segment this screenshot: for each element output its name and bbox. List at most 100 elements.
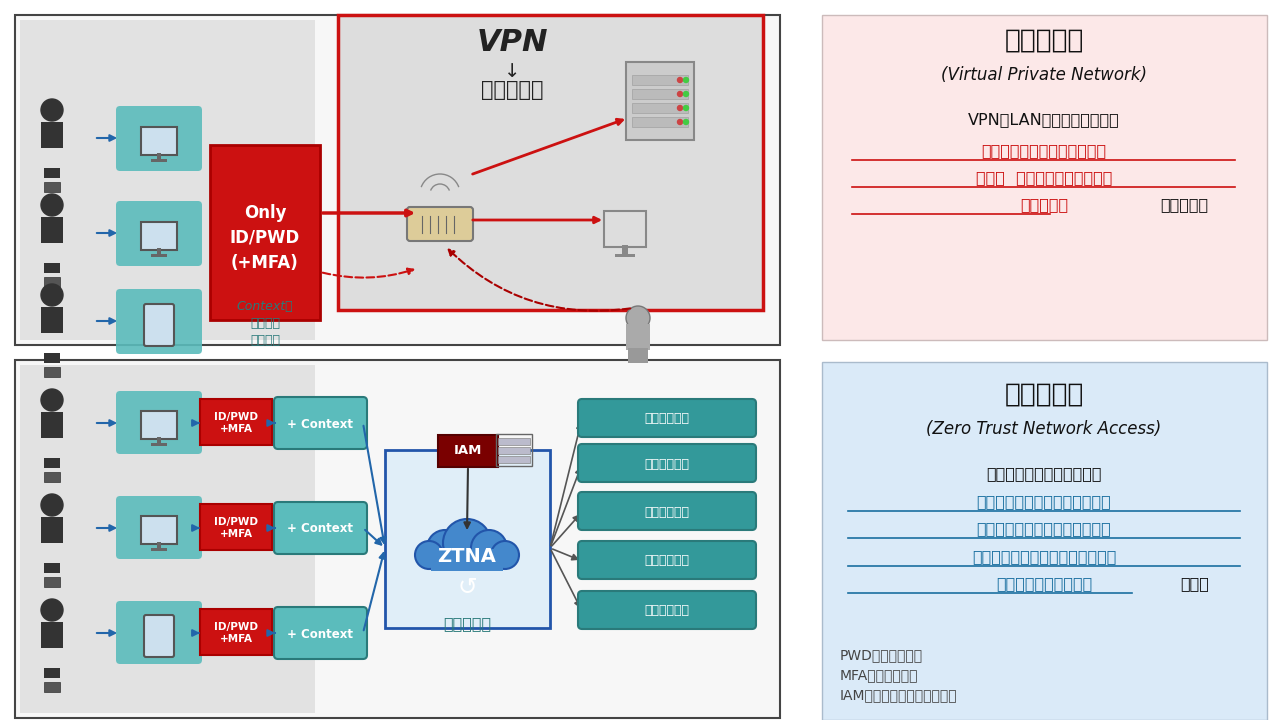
Text: + Context: + Context [287, 418, 353, 431]
FancyBboxPatch shape [116, 496, 202, 559]
FancyBboxPatch shape [579, 591, 756, 629]
Bar [338, 15, 763, 310]
Bar [632, 89, 689, 99]
FancyBboxPatch shape [438, 435, 498, 467]
Text: ZTNA: ZTNA [438, 546, 497, 565]
Text: の変化に対し遮断など: の変化に対し遮断など [996, 576, 1092, 591]
Text: ↺: ↺ [457, 575, 477, 599]
Bar [44, 353, 60, 363]
FancyBboxPatch shape [116, 289, 202, 354]
Bar [44, 668, 60, 678]
Circle shape [684, 78, 689, 83]
Text: VPN: VPN [476, 28, 548, 57]
Bar [628, 348, 648, 363]
Text: (Zero Trust Network Access): (Zero Trust Network Access) [927, 420, 1162, 438]
Bar [44, 458, 60, 468]
Bar [41, 622, 63, 648]
Bar [44, 682, 60, 692]
Circle shape [492, 541, 518, 569]
Bar [632, 103, 689, 113]
Bar [151, 443, 166, 446]
Bar [41, 122, 63, 148]
Bar [614, 254, 635, 257]
FancyBboxPatch shape [116, 201, 202, 266]
Text: が可能: が可能 [1180, 576, 1208, 591]
Circle shape [684, 106, 689, 110]
Bar [44, 472, 60, 482]
Circle shape [41, 389, 63, 411]
Bar [151, 548, 166, 551]
Circle shape [41, 284, 63, 306]
Text: + Context: + Context [287, 628, 353, 641]
Bar [44, 263, 60, 273]
Bar [44, 577, 60, 587]
FancyBboxPatch shape [143, 615, 174, 657]
Circle shape [471, 530, 507, 566]
Text: 権限を提供: 権限を提供 [1020, 197, 1068, 212]
FancyBboxPatch shape [407, 207, 474, 241]
Circle shape [626, 306, 650, 330]
Bar [626, 324, 650, 350]
Bar [151, 254, 166, 257]
Circle shape [443, 519, 492, 567]
Text: PWD：パスワード: PWD：パスワード [840, 648, 923, 662]
Bar [497, 434, 532, 466]
Bar [632, 75, 689, 85]
Circle shape [684, 120, 689, 125]
Text: 動的に確認するためコンテキスト: 動的に確認するためコンテキスト [972, 549, 1116, 564]
Text: 複数の情報を組み合わせた: 複数の情報を組み合わせた [987, 466, 1102, 481]
Bar [498, 447, 530, 454]
Text: (Virtual Private Network): (Virtual Private Network) [941, 66, 1147, 84]
Text: アクセス資格: アクセス資格 [645, 457, 690, 470]
Text: 広域な  プライベートアクセス: 広域な プライベートアクセス [975, 170, 1112, 185]
FancyBboxPatch shape [274, 397, 367, 449]
Text: Contextを
持たない
アクセス: Contextを 持たない アクセス [237, 300, 293, 347]
Bar [157, 437, 161, 444]
Text: Only
ID/PWD
(+MFA): Only ID/PWD (+MFA) [230, 204, 300, 272]
Circle shape [677, 120, 682, 125]
Text: アクセス資格: アクセス資格 [645, 505, 690, 518]
FancyBboxPatch shape [604, 211, 646, 247]
FancyBboxPatch shape [141, 222, 177, 250]
Bar [44, 277, 60, 287]
Circle shape [415, 541, 443, 569]
Text: 動的な精査: 動的な精査 [443, 616, 492, 631]
FancyBboxPatch shape [116, 601, 202, 664]
Bar [431, 549, 503, 571]
Bar [498, 456, 530, 463]
Bar [20, 365, 315, 713]
Text: MFA：多要素認証: MFA：多要素認証 [840, 668, 919, 682]
Text: 活用し、また一度きりではなく: 活用し、また一度きりではなく [977, 521, 1111, 536]
Bar [385, 450, 550, 628]
Bar [44, 367, 60, 377]
Bar [41, 517, 63, 543]
Circle shape [41, 494, 63, 516]
Text: ID/PWD
+MFA: ID/PWD +MFA [214, 412, 259, 434]
Bar [822, 15, 1267, 340]
FancyBboxPatch shape [274, 502, 367, 554]
Text: + Context: + Context [287, 523, 353, 536]
Bar [151, 159, 166, 162]
Circle shape [41, 99, 63, 121]
FancyBboxPatch shape [141, 411, 177, 439]
Text: コンテキストを認可情報として: コンテキストを認可情報として [977, 494, 1111, 509]
Text: アクセス資格: アクセス資格 [645, 554, 690, 567]
Bar [157, 248, 161, 255]
Circle shape [41, 194, 63, 216]
FancyBboxPatch shape [579, 444, 756, 482]
Bar [41, 412, 63, 438]
Bar [200, 609, 273, 655]
Bar [200, 399, 273, 445]
Bar [157, 153, 161, 160]
Circle shape [677, 106, 682, 110]
Circle shape [41, 599, 63, 621]
Bar [498, 438, 530, 445]
Text: アクセス資格: アクセス資格 [645, 413, 690, 426]
FancyBboxPatch shape [116, 391, 202, 454]
Text: 一度アクセスを許可すると、: 一度アクセスを許可すると、 [982, 143, 1107, 158]
FancyBboxPatch shape [143, 304, 174, 346]
Bar [41, 217, 63, 243]
Bar [157, 542, 161, 549]
Bar [41, 307, 63, 333]
FancyBboxPatch shape [141, 127, 177, 155]
